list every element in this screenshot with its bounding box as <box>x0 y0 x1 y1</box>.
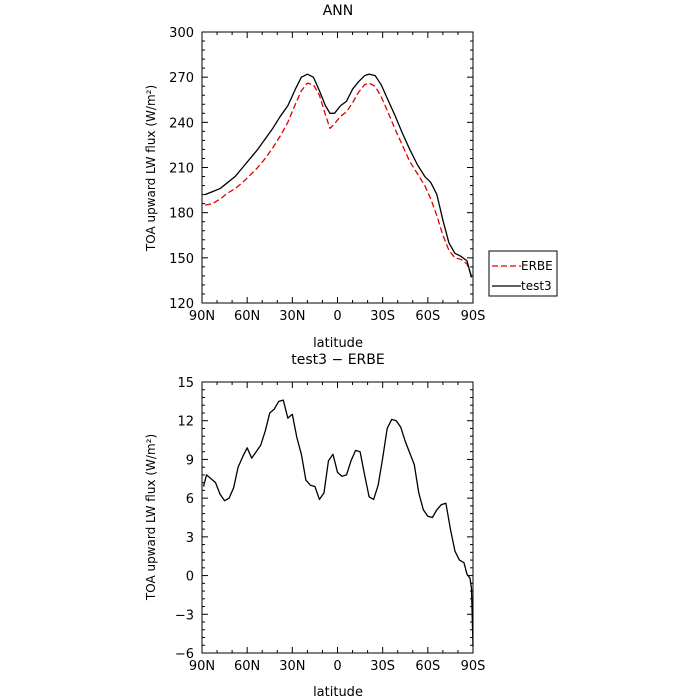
y-tick-label: 270 <box>169 71 194 86</box>
x-tick-label: 60S <box>415 309 440 324</box>
y-tick-label: 6 <box>186 492 194 507</box>
x-tick-label: 0 <box>333 659 341 674</box>
y-tick-label: 180 <box>169 207 194 222</box>
x-tick-label: 90N <box>189 309 215 324</box>
y-tick-label: 0 <box>186 570 194 585</box>
x-tick-label: 30N <box>279 659 305 674</box>
x-tick-label: 60N <box>234 659 260 674</box>
y-tick-label: 3 <box>186 531 194 546</box>
plot-frame <box>201 381 474 654</box>
x-tick-label: 30S <box>370 309 395 324</box>
x-tick-label: 90N <box>189 659 215 674</box>
y-tick-label: 300 <box>169 26 194 41</box>
y-tick-label: 15 <box>177 376 194 391</box>
y-tick-label: 240 <box>169 116 194 131</box>
x-tick-label: 0 <box>333 309 341 324</box>
top-chart: ANN 90N 60N 30N 0 30S 60S 90S 120 150 180 210 240 27… <box>144 3 558 351</box>
y-tick-label: 150 <box>169 252 194 267</box>
chart-title: test3 − ERBE <box>291 352 384 368</box>
x-tick-label: 60N <box>234 309 260 324</box>
y-tick-label: 120 <box>169 297 194 312</box>
x-tick-label: 30N <box>279 309 305 324</box>
x-axis-label: latitude <box>313 336 363 351</box>
series-line-erbe <box>204 82 473 277</box>
y-axis-label: TOA upward LW flux (W/m²) <box>144 85 158 252</box>
y-axis-label: TOA upward LW flux (W/m²) <box>144 434 158 601</box>
bottom-chart: test3 − ERBE 90N 60N 30N 0 30S 60S 90S−6−30369… <box>144 352 485 700</box>
legend-label-test3: test3 <box>521 279 552 293</box>
legend-label-erbe: ERBE <box>521 259 553 273</box>
plot-area: 90N 60N 30N 0 30S 60S 90S −6 −3 0 3 6 9 12 15 <box>175 376 486 674</box>
series-line-difference <box>202 399 474 647</box>
x-tick-label: 90S <box>461 659 486 674</box>
y-tick-label: 210 <box>169 162 194 177</box>
y-tick-label: 12 <box>177 415 194 430</box>
y-tick-label: −3 <box>175 608 194 623</box>
y-tick-label: 9 <box>186 453 194 468</box>
y-tick-label: −6 <box>175 647 194 662</box>
x-tick-label: 30S <box>370 659 395 674</box>
plot-area: 90N 60N 30N 0 30S 60S 90S 120 150 180 210 240 270 300 <box>169 26 485 324</box>
series-line-test3 <box>204 73 473 278</box>
x-axis-label: latitude <box>313 685 363 700</box>
legend-box <box>488 250 558 297</box>
x-tick-label: 90S <box>461 309 486 324</box>
chart-title: ANN <box>323 3 354 19</box>
plot-frame <box>201 31 474 304</box>
legend: ERBE test3 <box>488 250 558 297</box>
x-tick-label: 60S <box>415 659 440 674</box>
